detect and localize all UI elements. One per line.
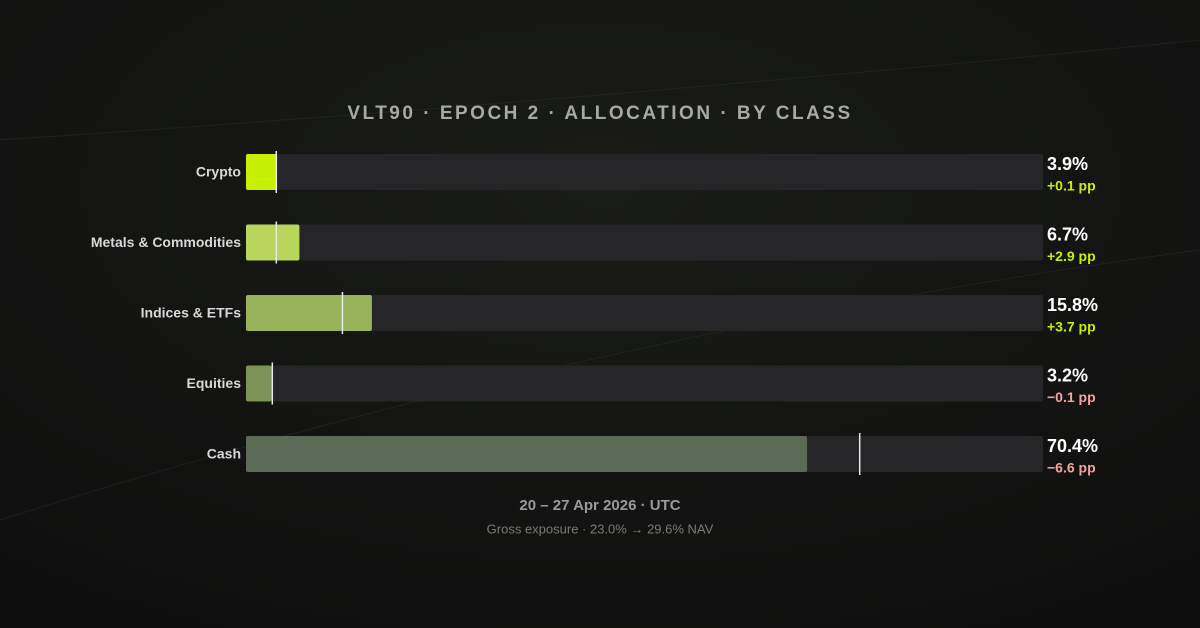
subtitle: 20 – 27 Apr 2026 · UTC <box>519 497 680 514</box>
bar <box>246 154 278 190</box>
bar <box>246 295 372 331</box>
category-label: Equities <box>187 375 242 391</box>
category-label: Cash <box>207 446 241 462</box>
change-label: +0.1 pp <box>1047 178 1096 194</box>
bar-track <box>246 365 1043 402</box>
bar <box>246 436 808 472</box>
value-label: 15.8% <box>1047 295 1098 315</box>
decor-line <box>0 249 1200 521</box>
change-label: +3.7 pp <box>1047 319 1096 335</box>
note: Gross exposure · 23.0% → 29.6% NAV <box>487 521 714 536</box>
change-label: +2.9 pp <box>1047 248 1096 264</box>
change-label: −0.1 pp <box>1047 389 1096 405</box>
bar-track <box>246 295 1043 331</box>
bar-track <box>246 154 1043 190</box>
change-label: −6.6 pp <box>1047 460 1096 476</box>
value-label: 6.7% <box>1047 224 1088 244</box>
value-label: 3.2% <box>1047 365 1088 385</box>
chart-title: VLT90 · EPOCH 2 · ALLOCATION · BY CLASS <box>347 103 852 124</box>
category-label: Crypto <box>196 164 241 180</box>
value-label: 70.4% <box>1047 436 1098 456</box>
category-label: Indices & ETFs <box>141 305 242 321</box>
bar-track <box>246 224 1043 261</box>
value-label: 3.9% <box>1047 154 1088 174</box>
bar <box>246 365 272 402</box>
category-label: Metals & Commodities <box>91 234 241 250</box>
decor-line <box>0 39 1200 141</box>
bar <box>246 224 300 261</box>
